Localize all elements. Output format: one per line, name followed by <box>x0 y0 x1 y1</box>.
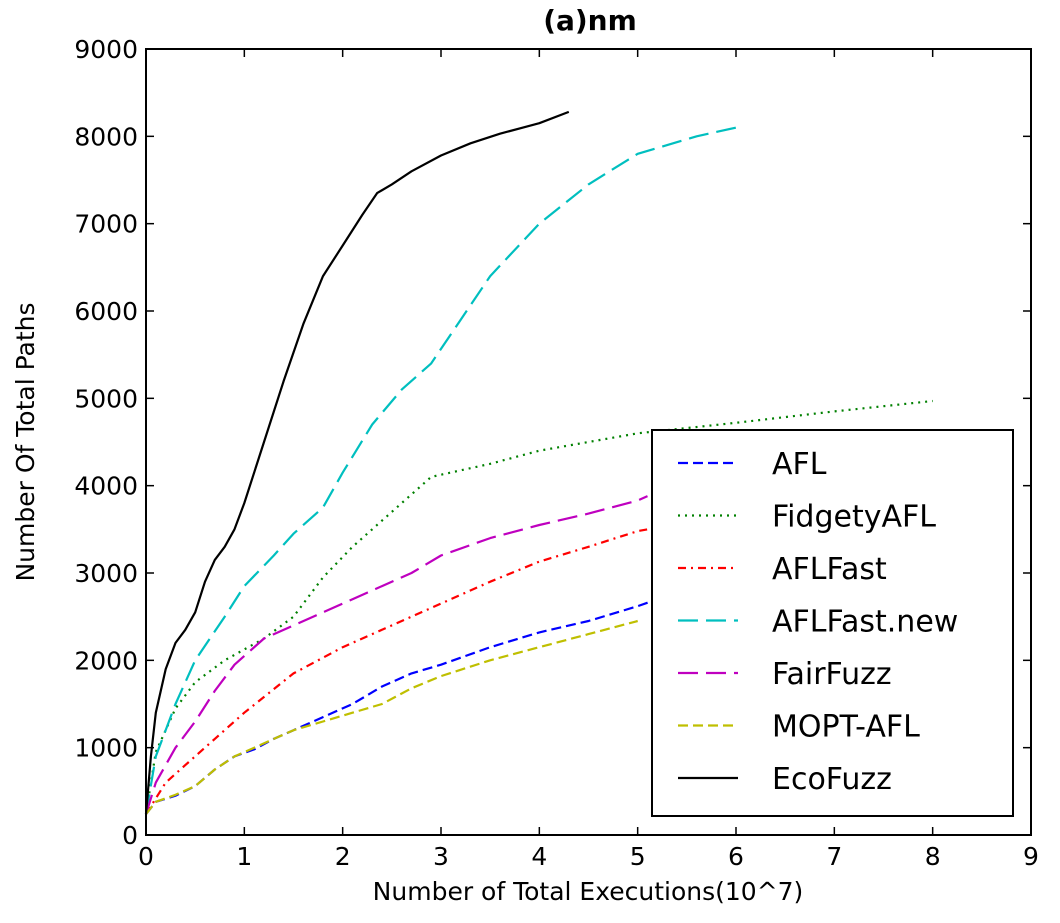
legend-box <box>651 429 1014 817</box>
y-tick-label: 7000 <box>74 210 138 239</box>
legend-label: FidgetyAFL <box>772 500 936 535</box>
x-tick-label: 1 <box>236 842 252 871</box>
legend-label: EcoFuzz <box>772 762 892 797</box>
x-tick-label: 6 <box>728 842 744 871</box>
x-axis: 0 1 2 3 4 5 6 7 8 9 <box>138 49 1039 871</box>
series-line-aflfast-new <box>144 126 737 815</box>
legend: AFL FidgetyAFL AFLFast AFLFast.new FairFuzz M… <box>651 429 1014 817</box>
y-tick-label: 5000 <box>74 384 138 413</box>
y-tick-label: 0 <box>122 821 138 850</box>
series-line-fairfuzz <box>144 495 648 815</box>
chart-title: (a)nm <box>543 4 637 37</box>
y-tick-label: 9000 <box>74 35 138 64</box>
legend-label: AFLFast <box>772 552 887 587</box>
y-tick-label: 2000 <box>74 646 138 675</box>
series-line-aflfast <box>145 526 658 815</box>
x-axis-label: Number of Total Executions(10^7) <box>373 877 804 906</box>
series-line-afl <box>145 598 658 815</box>
plot-frame <box>145 48 1032 836</box>
x-tick-label: 0 <box>138 842 154 871</box>
series-line-ecofuzz <box>144 110 570 815</box>
legend-label: AFLFast.new <box>772 605 958 640</box>
legend-label: AFL <box>772 447 827 482</box>
series-line-mopt-afl <box>145 619 638 815</box>
legend-label: MOPT-AFL <box>772 710 920 745</box>
x-tick-label: 4 <box>531 842 547 871</box>
y-tick-label: 4000 <box>74 472 138 501</box>
y-axis: 0 1000 2000 3000 4000 5000 6000 7000 8000 9000 <box>74 35 1031 850</box>
y-axis-label: Number Of Total Paths <box>11 302 40 581</box>
y-tick-label: 1000 <box>74 734 138 763</box>
x-tick-label: 8 <box>925 842 941 871</box>
y-tick-label: 6000 <box>74 297 138 326</box>
x-tick-label: 7 <box>826 842 842 871</box>
x-tick-label: 3 <box>433 842 449 871</box>
x-tick-label: 5 <box>630 842 646 871</box>
y-tick-label: 3000 <box>74 559 138 588</box>
x-tick-label: 9 <box>1023 842 1039 871</box>
y-tick-label: 8000 <box>74 122 138 151</box>
x-tick-label: 2 <box>335 842 351 871</box>
legend-label: FairFuzz <box>772 657 892 692</box>
